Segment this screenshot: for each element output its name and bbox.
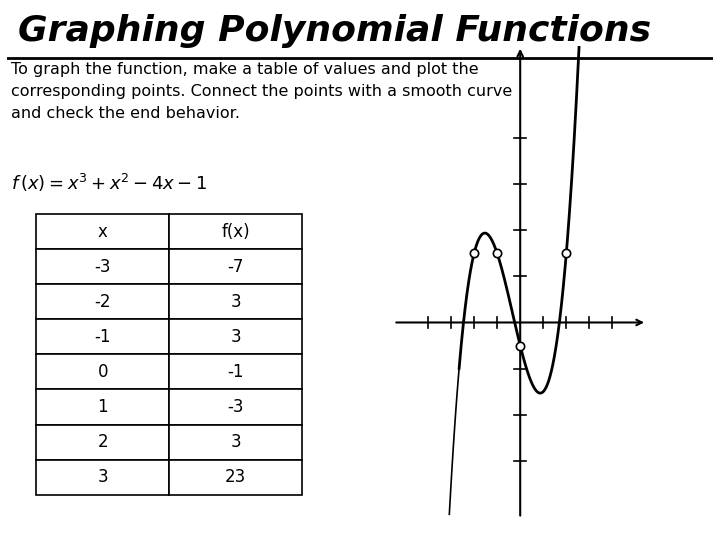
Text: To graph the function, make a table of values and plot the
corresponding points.: To graph the function, make a table of v… (11, 62, 512, 122)
Text: Graphing Polynomial Functions: Graphing Polynomial Functions (18, 14, 651, 48)
Text: $f\,(x) = x^3 + x^2 - 4x - 1$: $f\,(x) = x^3 + x^2 - 4x - 1$ (11, 172, 207, 194)
